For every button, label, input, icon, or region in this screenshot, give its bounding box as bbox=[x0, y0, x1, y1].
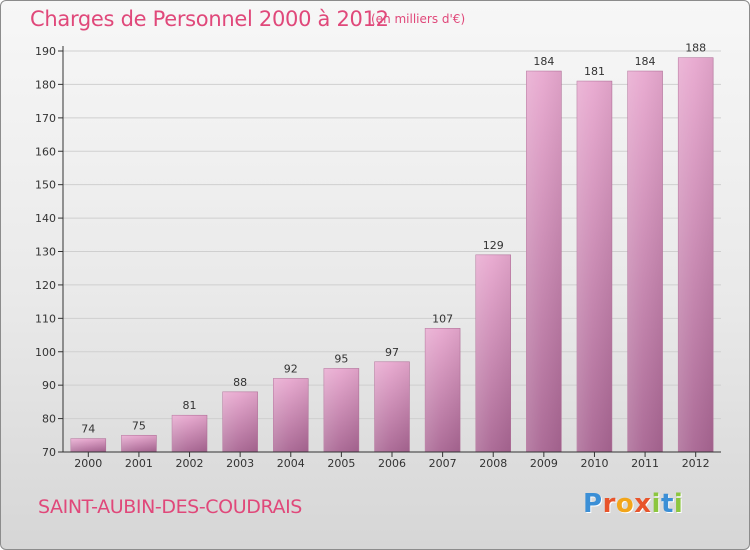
y-tick-label: 140 bbox=[35, 212, 56, 225]
x-tick-label: 2000 bbox=[74, 457, 102, 470]
x-tick-label: 2011 bbox=[631, 457, 659, 470]
bar-shine bbox=[526, 71, 562, 453]
bar-shine bbox=[475, 254, 511, 452]
commune-name: SAINT-AUBIN-DES-COUDRAIS bbox=[38, 496, 302, 518]
bar-value-label: 92 bbox=[284, 362, 298, 375]
bar-shine bbox=[425, 328, 461, 452]
logo-letter: P bbox=[583, 489, 603, 519]
bar-value-label: 97 bbox=[385, 346, 399, 359]
bar-value-label: 181 bbox=[584, 65, 605, 78]
chart-title: Charges de Personnel 2000 à 2012 bbox=[30, 7, 389, 31]
bar-value-label: 74 bbox=[81, 423, 95, 436]
bar-value-label: 107 bbox=[432, 312, 453, 325]
x-tick-label: 2006 bbox=[378, 457, 406, 470]
bar-shine bbox=[121, 435, 157, 452]
logo-letter: t bbox=[660, 489, 674, 519]
bar-value-label: 188 bbox=[685, 42, 706, 55]
bars-group bbox=[70, 57, 714, 453]
logo-letter: r bbox=[602, 489, 616, 519]
x-tick-label: 2008 bbox=[479, 457, 507, 470]
x-tick-label: 2012 bbox=[682, 457, 710, 470]
y-tick-label: 90 bbox=[42, 379, 56, 392]
bar-value-label: 75 bbox=[132, 419, 146, 432]
bar-shine bbox=[323, 368, 359, 452]
bar-shine bbox=[374, 361, 410, 452]
bar-value-label: 129 bbox=[483, 239, 504, 252]
y-tick-label: 190 bbox=[35, 45, 56, 58]
y-tick-label: 180 bbox=[35, 78, 56, 91]
y-tick-label: 100 bbox=[35, 346, 56, 359]
axes-group: 70 80 90 100 110 120 130 140 150 160 170 180 190 2000… bbox=[35, 45, 721, 470]
y-tick-label: 150 bbox=[35, 179, 56, 192]
x-tick-label: 2004 bbox=[277, 457, 305, 470]
y-tick-label: 120 bbox=[35, 279, 56, 292]
labels-group: 74 75 81 88 92 95 97 107 129 184 181 184 188 bbox=[81, 42, 706, 436]
chart-subtitle: (en milliers d'€) bbox=[371, 12, 466, 26]
y-tick-label: 70 bbox=[42, 446, 56, 459]
y-tick-label: 130 bbox=[35, 246, 56, 259]
x-tick-label: 2010 bbox=[580, 457, 608, 470]
bar-shine bbox=[678, 57, 714, 452]
y-tick-label: 160 bbox=[35, 145, 56, 158]
y-tick-label: 170 bbox=[35, 112, 56, 125]
logo-letter: o bbox=[615, 489, 635, 519]
bar-shine bbox=[222, 391, 258, 452]
bar-value-label: 88 bbox=[233, 376, 247, 389]
bar-shine bbox=[172, 415, 208, 452]
logo-letter: i bbox=[673, 489, 684, 519]
bar-shine bbox=[273, 378, 309, 452]
logo-letter: x bbox=[634, 489, 652, 519]
proxiti-logo: Proxiti bbox=[583, 489, 683, 519]
x-tick-label: 2002 bbox=[176, 457, 204, 470]
x-tick-label: 2001 bbox=[125, 457, 153, 470]
x-tick-label: 2007 bbox=[429, 457, 457, 470]
bar-value-label: 184 bbox=[635, 55, 656, 68]
x-tick-label: 2009 bbox=[530, 457, 558, 470]
x-tick-label: 2005 bbox=[327, 457, 355, 470]
logo-letter: i bbox=[651, 489, 661, 519]
y-tick-label: 80 bbox=[42, 413, 56, 426]
x-tick-label: 2003 bbox=[226, 457, 254, 470]
bar-shine bbox=[576, 81, 612, 452]
y-tick-label: 110 bbox=[35, 312, 56, 325]
bar-value-label: 81 bbox=[183, 399, 197, 412]
bar-shine bbox=[627, 71, 663, 453]
bar-shine bbox=[70, 438, 106, 452]
bar-value-label: 95 bbox=[334, 352, 348, 365]
bar-value-label: 184 bbox=[533, 55, 554, 68]
